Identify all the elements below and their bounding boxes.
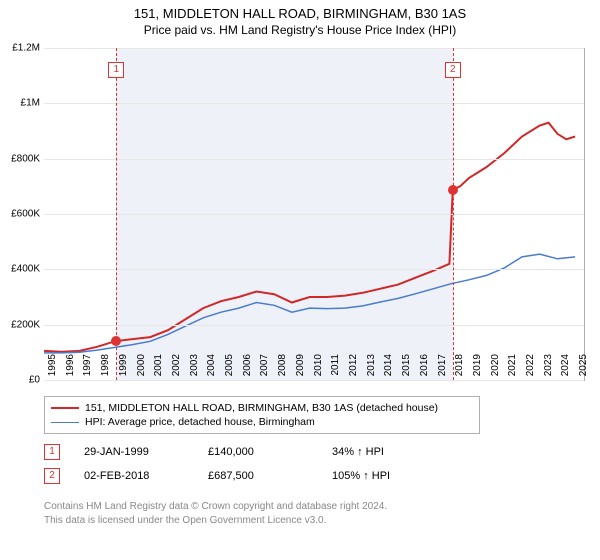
y-axis-label: £200K	[0, 319, 40, 330]
sale-marker: 2	[445, 62, 461, 78]
legend-label: HPI: Average price, detached house, Birm…	[85, 416, 315, 428]
x-axis-label: 2023	[543, 354, 554, 384]
x-axis-label: 2011	[330, 354, 341, 384]
x-axis-label: 2017	[437, 354, 448, 384]
x-axis-label: 2024	[560, 354, 571, 384]
sale-vs-hpi: 34% ↑ HPI	[332, 446, 432, 458]
x-axis-label: 2002	[171, 354, 182, 384]
sale-vs-hpi: 105% ↑ HPI	[332, 470, 432, 482]
x-axis-label: 1995	[47, 354, 58, 384]
sales-row: 2 02-FEB-2018 £687,500 105% ↑ HPI	[44, 464, 432, 488]
y-axis-label: £400K	[0, 264, 40, 275]
x-axis-label: 2000	[136, 354, 147, 384]
y-axis-label: £1M	[0, 98, 40, 109]
y-axis-label: £1.2M	[0, 43, 40, 54]
series-property	[44, 123, 575, 352]
legend-row: 151, MIDDLETON HALL ROAD, BIRMINGHAM, B3…	[51, 401, 473, 415]
x-axis-label: 2008	[277, 354, 288, 384]
x-axis-label: 2010	[313, 354, 324, 384]
x-axis-label: 2018	[454, 354, 465, 384]
sale-price: £140,000	[208, 446, 308, 458]
y-axis-label: £600K	[0, 209, 40, 220]
x-axis-label: 2022	[525, 354, 536, 384]
x-axis-label: 2012	[348, 354, 359, 384]
x-axis-label: 2020	[490, 354, 501, 384]
footer-line: This data is licensed under the Open Gov…	[44, 514, 387, 528]
page-title: 151, MIDDLETON HALL ROAD, BIRMINGHAM, B3…	[0, 6, 600, 21]
page-subtitle: Price paid vs. HM Land Registry's House …	[0, 23, 600, 37]
legend-row: HPI: Average price, detached house, Birm…	[51, 415, 473, 429]
x-axis-label: 1999	[118, 354, 129, 384]
price-chart: £0£200K£400K£600K£800K£1M£1.2M1995199619…	[44, 48, 585, 381]
x-axis-label: 1996	[65, 354, 76, 384]
x-axis-label: 2014	[383, 354, 394, 384]
x-axis-label: 2009	[295, 354, 306, 384]
x-axis-label: 2019	[472, 354, 483, 384]
legend: 151, MIDDLETON HALL ROAD, BIRMINGHAM, B3…	[44, 396, 480, 434]
x-axis-label: 2021	[507, 354, 518, 384]
footer: Contains HM Land Registry data © Crown c…	[44, 500, 387, 527]
sale-marker: 1	[108, 62, 124, 78]
legend-label: 151, MIDDLETON HALL ROAD, BIRMINGHAM, B3…	[85, 402, 438, 414]
x-axis-label: 2007	[259, 354, 270, 384]
sale-num-icon: 2	[44, 468, 60, 484]
sale-num-icon: 1	[44, 444, 60, 460]
x-axis-label: 2001	[153, 354, 164, 384]
x-axis-label: 2005	[224, 354, 235, 384]
x-axis-label: 2025	[578, 354, 589, 384]
sales-table: 1 29-JAN-1999 £140,000 34% ↑ HPI 2 02-FEB-201…	[44, 440, 432, 488]
footer-line: Contains HM Land Registry data © Crown c…	[44, 500, 387, 514]
y-axis-label: £0	[0, 375, 40, 386]
sales-row: 1 29-JAN-1999 £140,000 34% ↑ HPI	[44, 440, 432, 464]
sale-date: 29-JAN-1999	[84, 446, 184, 458]
x-axis-label: 2013	[366, 354, 377, 384]
x-axis-label: 1998	[100, 354, 111, 384]
x-axis-label: 2016	[419, 354, 430, 384]
sale-date: 02-FEB-2018	[84, 470, 184, 482]
y-axis-label: £800K	[0, 153, 40, 164]
sale-price: £687,500	[208, 470, 308, 482]
x-axis-label: 2003	[189, 354, 200, 384]
x-axis-label: 2004	[206, 354, 217, 384]
x-axis-label: 2015	[401, 354, 412, 384]
x-axis-label: 2006	[242, 354, 253, 384]
x-axis-label: 1997	[82, 354, 93, 384]
